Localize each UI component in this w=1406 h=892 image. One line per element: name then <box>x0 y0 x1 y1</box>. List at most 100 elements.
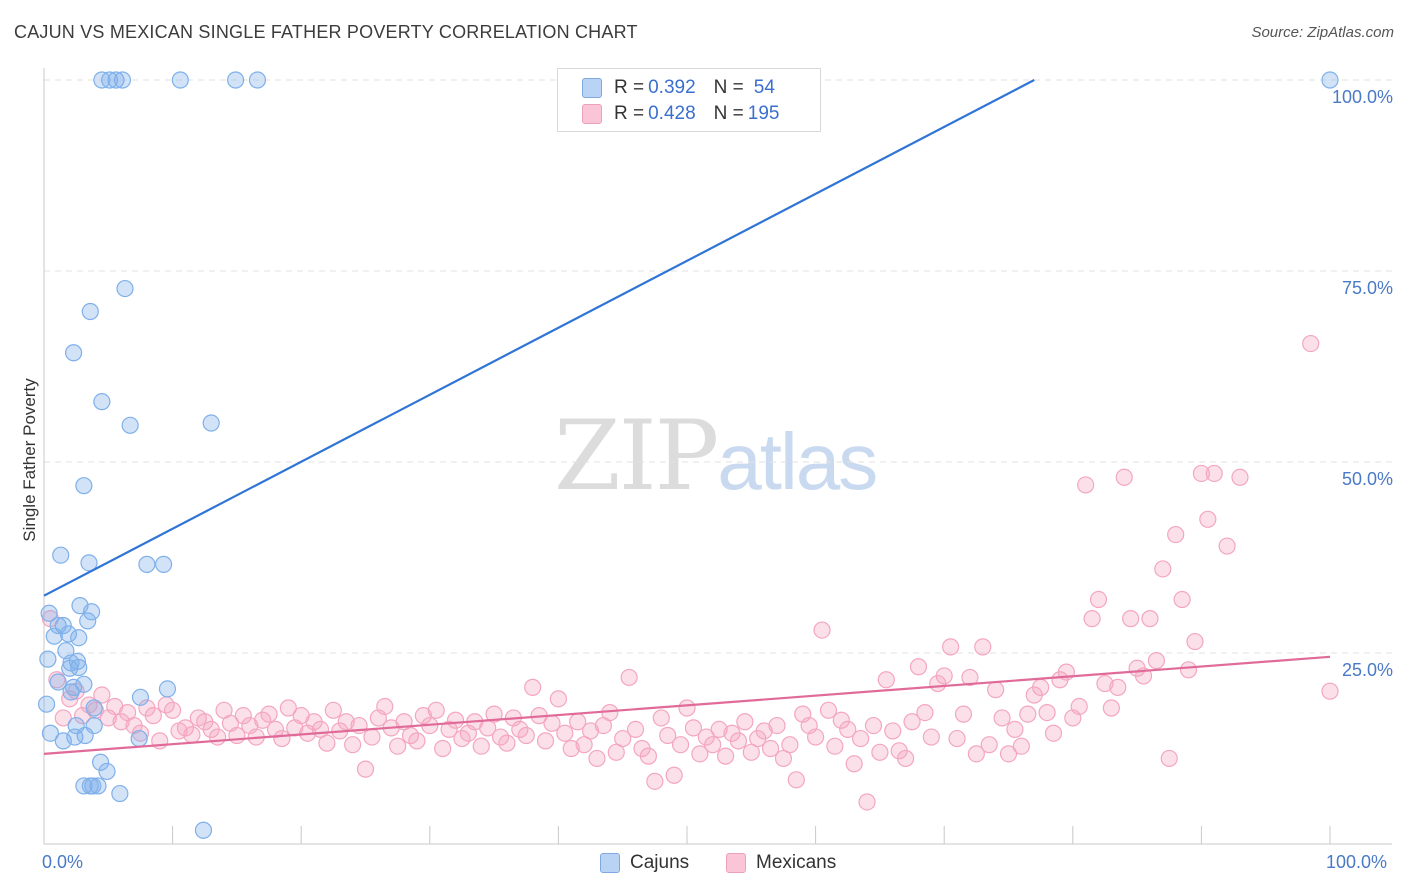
mexicans-point <box>1192 464 1211 483</box>
mexicans-point <box>1199 510 1217 528</box>
mexicans-point <box>234 707 252 725</box>
legend-r-label: R = <box>614 103 645 124</box>
mexicans-point <box>273 729 291 748</box>
mexicans-point <box>806 728 825 746</box>
legend-swatch-mexicans <box>582 104 602 124</box>
cajuns-point <box>107 71 125 89</box>
mexicans-point <box>93 686 111 704</box>
mexicans-point <box>524 678 542 696</box>
mexicans-point <box>556 724 574 742</box>
cajuns-point <box>227 71 245 89</box>
mexicans-point <box>607 743 625 761</box>
mexicans-point <box>839 720 857 739</box>
mexicans-point <box>942 638 960 656</box>
mexicans-point <box>852 729 870 748</box>
mexicans-point <box>183 726 201 744</box>
mexicans-point <box>736 713 754 731</box>
mexicans-trend-line <box>43 655 1331 755</box>
cajuns-point <box>89 777 107 795</box>
mexicans-point <box>562 739 580 758</box>
mexicans-point <box>1302 334 1320 353</box>
cajuns-point <box>75 777 93 795</box>
mexicans-point <box>498 734 516 752</box>
y-tick-label-100: 100.0% <box>1331 87 1393 107</box>
mexicans-point <box>716 747 735 765</box>
mexicans-point <box>787 771 805 789</box>
cajuns-point <box>49 673 67 691</box>
mexicans-point <box>967 745 985 763</box>
mexicans-point <box>54 709 72 727</box>
cajuns-point <box>39 650 57 668</box>
mexicans-point <box>646 772 664 790</box>
mexicans-point <box>922 728 940 746</box>
mexicans-point <box>1012 737 1030 755</box>
mexicans-point <box>1102 699 1120 717</box>
cajuns-point <box>64 344 83 362</box>
mexicans-point <box>376 697 394 716</box>
mexicans-point <box>1115 468 1133 486</box>
legend-swatch-cajuns <box>582 78 602 98</box>
legend-row-cajuns: R = 0.392 N = 54 <box>582 76 775 100</box>
cajuns-point <box>85 699 103 717</box>
mexicans-point <box>389 737 407 755</box>
mexicans-point <box>324 701 342 719</box>
mexicans-point <box>1032 678 1050 696</box>
mexicans-point <box>575 736 593 754</box>
mexicans-point <box>993 709 1011 727</box>
cajuns-point <box>52 546 70 564</box>
mexicans-point <box>903 713 921 731</box>
legend-r-value: 0.392 <box>648 77 696 98</box>
mexicans-point <box>1083 610 1101 628</box>
cajuns-point <box>158 680 177 698</box>
mexicans-point <box>954 705 973 723</box>
y-tick-label-25: 25.0% <box>1341 660 1393 680</box>
mexicans-point <box>260 705 278 723</box>
y-axis-label: Single Father Poverty <box>20 378 39 542</box>
cajuns-point <box>75 477 93 495</box>
mexicans-point <box>1154 560 1172 578</box>
mexicans-point <box>980 736 998 754</box>
mexicans-point <box>684 719 703 737</box>
cajuns-point <box>130 729 148 748</box>
cajuns-point <box>40 604 58 622</box>
mexicans-point <box>279 699 297 717</box>
mexicans-point <box>916 703 934 722</box>
mexicans-point <box>440 720 458 739</box>
mexicans-point <box>877 671 895 689</box>
mexicans-point <box>858 793 876 811</box>
mexicans-point <box>1321 682 1339 700</box>
mexicans-point <box>1109 678 1127 696</box>
cajuns-point <box>154 555 173 573</box>
mexicans-point <box>1019 705 1037 723</box>
mexicans-point <box>826 737 844 755</box>
mexicans-point <box>620 668 638 687</box>
mexicans-point <box>1218 537 1236 555</box>
mexicans-point <box>1096 674 1114 693</box>
mexicans-point <box>909 658 928 676</box>
mexicans-point <box>974 638 992 656</box>
mexicans-point <box>1167 525 1185 544</box>
cajuns-point <box>54 616 72 635</box>
mexicans-point <box>1089 590 1108 609</box>
cajuns-point <box>100 71 119 89</box>
bottom-legend-label-cajuns: Cajuns <box>630 852 690 873</box>
mexicans-point <box>446 711 465 729</box>
cajuns-point <box>111 784 129 803</box>
mexicans-point <box>691 745 709 763</box>
cajuns-point <box>121 416 139 434</box>
mexicans-point <box>935 667 953 685</box>
mexicans-point <box>549 690 568 708</box>
mexicans-point <box>614 729 632 748</box>
cajuns-point <box>171 71 189 89</box>
mexicans-point <box>434 739 452 758</box>
mexicans-point <box>678 699 696 717</box>
cajuns-point <box>91 753 110 771</box>
bottom-legend-label-mexicans: Mexicans <box>756 852 837 873</box>
mexicans-point <box>755 722 773 740</box>
mexicans-point <box>427 701 445 719</box>
mexicans-point <box>588 749 606 768</box>
mexicans-point <box>1044 724 1063 742</box>
bottom-legend-swatch-cajuns <box>600 853 620 873</box>
cajuns-point <box>82 603 101 621</box>
cajuns-point <box>98 762 116 781</box>
